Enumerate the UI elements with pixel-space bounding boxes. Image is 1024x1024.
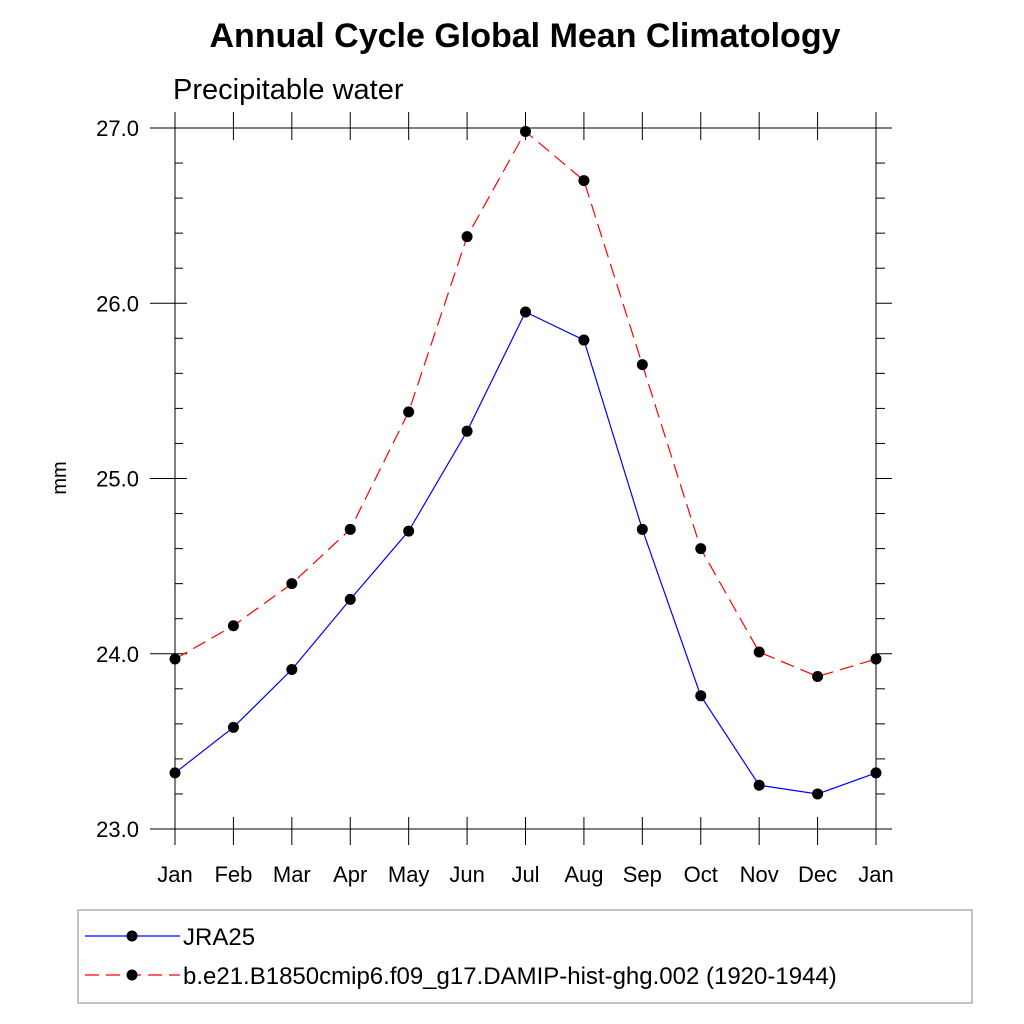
series-2-point <box>578 175 590 187</box>
series-2-point <box>870 653 882 665</box>
series-lines <box>169 126 882 800</box>
series-1-point <box>227 721 239 733</box>
series-2-point <box>403 406 415 418</box>
x-tick-label: Feb <box>214 862 252 887</box>
series-2-point <box>812 671 824 683</box>
x-tick-label: Apr <box>333 862 367 887</box>
legend-marker-1 <box>126 930 138 942</box>
series-1-point <box>403 525 415 537</box>
series-2-point <box>344 523 356 535</box>
x-tick-label: Jul <box>511 862 539 887</box>
legend-label-1: JRA25 <box>183 924 255 951</box>
series-2-point <box>695 543 707 555</box>
series-2-point <box>227 620 239 632</box>
y-tick-label: 26.0 <box>96 291 139 316</box>
series-1-point <box>578 334 590 346</box>
series-2-point <box>636 359 648 371</box>
chart-subtitle: Precipitable water <box>173 74 404 106</box>
series-2-point <box>753 646 765 658</box>
x-tick-label: Jan <box>157 862 192 887</box>
legend-marker-2 <box>126 969 138 981</box>
series-2-point <box>286 578 298 590</box>
series-1-point <box>636 523 648 535</box>
y-tick-label: 27.0 <box>96 116 139 141</box>
series-1-point <box>695 690 707 702</box>
series-2-point <box>169 653 181 665</box>
y-tick-label: 23.0 <box>96 817 139 842</box>
series-1-point <box>753 779 765 791</box>
series-2-point <box>520 126 531 138</box>
x-tick-label: Mar <box>273 862 311 887</box>
x-tick-label: Nov <box>740 862 779 887</box>
axes: 23.0 24.0 25.0 26.0 27.0 Jan Feb Mar Apr May Jun Ju… <box>96 112 894 887</box>
legend: JRA25 b.e21.B1850cmip6.f09_g17.DAMIP-hist… <box>77 909 973 1004</box>
x-tick-label: Oct <box>684 862 718 887</box>
x-tick-label: Sep <box>623 862 662 887</box>
series-1-point <box>870 767 882 779</box>
x-tick-label: May <box>388 862 430 887</box>
y-tick-label: 24.0 <box>96 642 139 667</box>
x-tick-label: Aug <box>564 862 603 887</box>
y-axis-label: mm <box>49 461 71 494</box>
x-tick-label: Dec <box>798 862 837 887</box>
legend-label-2: b.e21.B1850cmip6.f09_g17.DAMIP-hist-ghg.… <box>183 963 837 990</box>
legend-box <box>77 909 973 1004</box>
series-1-point <box>169 767 181 779</box>
series-1-point <box>286 664 298 676</box>
x-tick-label: Jan <box>858 862 893 887</box>
y-tick-label: 25.0 <box>96 467 139 492</box>
series-1-point <box>520 306 531 318</box>
series-2-point <box>461 231 473 243</box>
series-1-point <box>812 788 824 800</box>
series-1-point <box>344 593 356 605</box>
x-tick-label: Jun <box>449 862 484 887</box>
series-1-point <box>461 425 473 437</box>
chart-title: Annual Cycle Global Mean Climatology <box>210 17 841 55</box>
